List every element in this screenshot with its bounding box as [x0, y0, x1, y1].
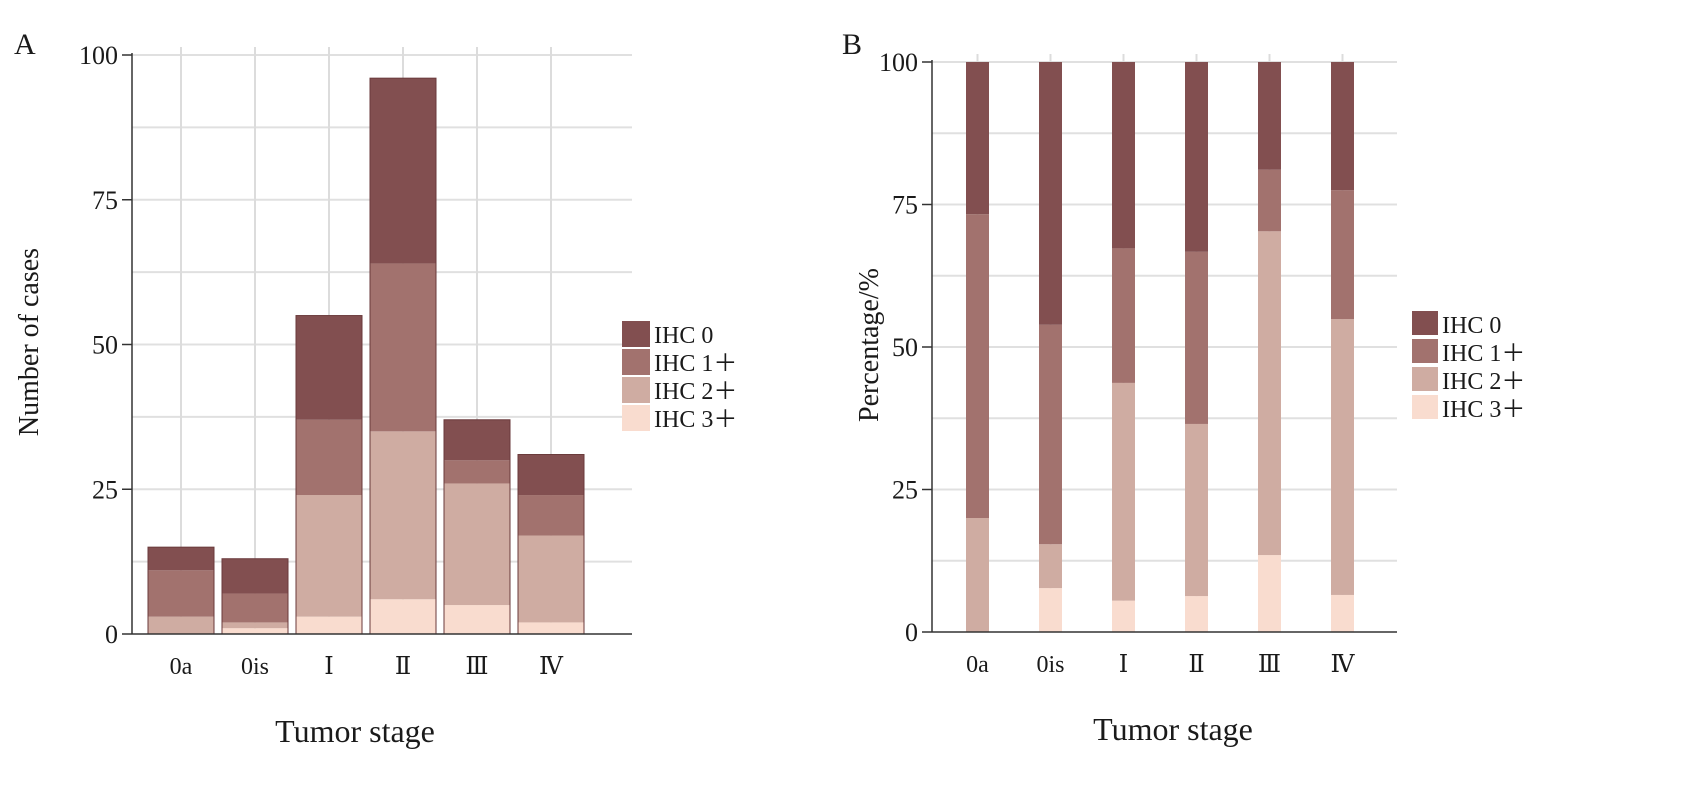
chart-b-bar-segment [1039, 544, 1062, 589]
chart-a-svg: A 0 25 50 75 100 0a 0is Ⅰ Ⅱ Ⅲ Ⅳ Tumor stage Number of… [14, 28, 737, 749]
chart-b-legend-label: IHC 2＋ [1442, 369, 1525, 395]
chart-b-bar-segment [1331, 319, 1354, 595]
chart-a-legend-label: IHC 1＋ [654, 351, 737, 377]
chart-b-svg: B 0 25 50 75 100 0a 0is Ⅰ Ⅱ Ⅲ Ⅳ Tumor stage Percentag… [842, 28, 1525, 747]
chart-a-y-tick-label: 100 [79, 41, 118, 70]
chart-b-bar-segment [1112, 62, 1135, 249]
chart-b-bar-segment [1258, 231, 1281, 556]
chart-a-bar-segment [518, 454, 584, 496]
chart-b-bar-segment [966, 518, 989, 632]
chart-a-legend-swatch [622, 405, 650, 431]
chart-a-bar-segment [444, 483, 510, 606]
chart-b-bar-segment [1112, 600, 1135, 632]
chart-a-bar-segment [296, 616, 362, 634]
chart-a-legend-swatch [622, 349, 650, 375]
chart-b-legend-swatch [1412, 311, 1438, 335]
chart-b-x-tick-label: Ⅱ [1188, 652, 1204, 678]
chart-a-bar-segment [148, 570, 214, 617]
chart-b-x-tick-label: Ⅰ [1119, 652, 1128, 678]
chart-a-legend-swatch [622, 377, 650, 403]
chart-b-y-tick-label: 50 [892, 333, 918, 362]
chart-b-legend-label: IHC 0 [1442, 313, 1501, 339]
chart-a-bar-segment [296, 495, 362, 617]
chart-a-bar-segment [296, 419, 362, 496]
chart-a-x-tick-label: Ⅲ [465, 654, 488, 680]
chart-b-legend-swatch [1412, 367, 1438, 391]
chart-a-bar-segment [222, 593, 288, 623]
chart-b-bar-segment [1185, 596, 1208, 632]
chart-b-bar-segment [1258, 169, 1281, 232]
chart-a-y-tick-label: 0 [105, 620, 118, 649]
chart-a-bar-segment [518, 622, 584, 634]
chart-b-bar-segment [966, 214, 989, 518]
chart-a-x-tick-label: Ⅳ [539, 654, 564, 680]
chart-b-bar-segment [1331, 190, 1354, 320]
chart-a-bar-segment [444, 460, 510, 484]
chart-a-bar-segment [370, 431, 436, 600]
chart-b-x-tick-label: Ⅳ [1331, 652, 1356, 678]
panel-a: A 0 25 50 75 100 0a 0is Ⅰ Ⅱ Ⅲ Ⅳ Tumor stage Number of… [0, 0, 842, 810]
chart-b-y-axis-title: Percentage/% [854, 268, 885, 422]
chart-b-x-tick-label: Ⅲ [1258, 652, 1281, 678]
chart-b-bar-segment [1185, 423, 1208, 597]
chart-b-bar-segment [1039, 588, 1062, 632]
chart-b-y-tick-label: 75 [892, 191, 918, 220]
chart-b-legend-label: IHC 1＋ [1442, 341, 1525, 367]
chart-b-bar-segment [1039, 62, 1062, 325]
chart-b-y-tick-label: 100 [879, 48, 918, 77]
chart-a-y-tick-label: 25 [92, 475, 118, 504]
chart-b-bar-segment [1331, 62, 1354, 191]
chart-a-y-tick-label: 75 [92, 186, 118, 215]
chart-b-y-tick-label: 25 [892, 476, 918, 505]
chart-b-bar-segment [1258, 62, 1281, 170]
chart-a-y-axis-title: Number of cases [14, 248, 45, 436]
chart-b-legend-swatch [1412, 395, 1438, 419]
chart-b-y-tick-label: 0 [905, 618, 918, 647]
chart-b-bar-segment [966, 62, 989, 215]
chart-a-bar-segment [222, 558, 288, 594]
chart-b-x-tick-label: 0a [966, 652, 989, 678]
chart-a-bar-segment [148, 547, 214, 571]
chart-b-bar-segment [1112, 382, 1135, 601]
chart-a-bar-segment [148, 616, 214, 634]
chart-b-panel-letter: B [842, 28, 862, 61]
chart-a-bar-segment [222, 622, 288, 629]
chart-a-bar-segment [370, 263, 436, 432]
chart-a-x-tick-label: 0a [170, 654, 193, 680]
chart-a-legend-label: IHC 3＋ [654, 407, 737, 433]
chart-b-bar-segment [1331, 594, 1354, 632]
chart-a-panel-letter: A [14, 28, 36, 61]
chart-b-bar-segment [1112, 248, 1135, 383]
chart-b-bar-segment [1185, 62, 1208, 252]
chart-b-bar-segment [1039, 324, 1062, 545]
chart-a-y-tick-label: 50 [92, 331, 118, 360]
chart-b-x-axis-title: Tumor stage [1093, 711, 1253, 747]
chart-a-bar-segment [444, 605, 510, 634]
chart-a-x-axis-title: Tumor stage [275, 713, 435, 749]
chart-a-bar-segment [370, 78, 436, 264]
chart-a-bar-segment [296, 315, 362, 420]
chart-b-legend-swatch [1412, 339, 1438, 363]
chart-a-bar-segment [518, 535, 584, 623]
chart-a-bar-segment [222, 628, 288, 634]
chart-b-bars [966, 62, 1354, 632]
chart-a-bars [147, 77, 585, 635]
chart-a-bar-segment [444, 419, 510, 461]
chart-a-legend-label: IHC 0 [654, 323, 713, 349]
chart-a-legend-swatch [622, 321, 650, 347]
chart-a-legend-label: IHC 2＋ [654, 379, 737, 405]
chart-b-gridlines [932, 54, 1397, 632]
chart-a-bar-segment [518, 495, 584, 536]
chart-b-legend-label: IHC 3＋ [1442, 397, 1525, 423]
chart-b-x-tick-label: 0is [1036, 652, 1064, 678]
chart-a-bar-segment [370, 599, 436, 634]
chart-b-bar-segment [1185, 251, 1208, 424]
panel-b: B 0 25 50 75 100 0a 0is Ⅰ Ⅱ Ⅲ Ⅳ Tumor stage Percentag… [842, 0, 1685, 810]
chart-b-bar-segment [1258, 555, 1281, 632]
chart-a-x-tick-label: Ⅱ [395, 654, 411, 680]
chart-a-x-tick-label: Ⅰ [324, 654, 333, 680]
chart-a-x-tick-label: 0is [241, 654, 269, 680]
